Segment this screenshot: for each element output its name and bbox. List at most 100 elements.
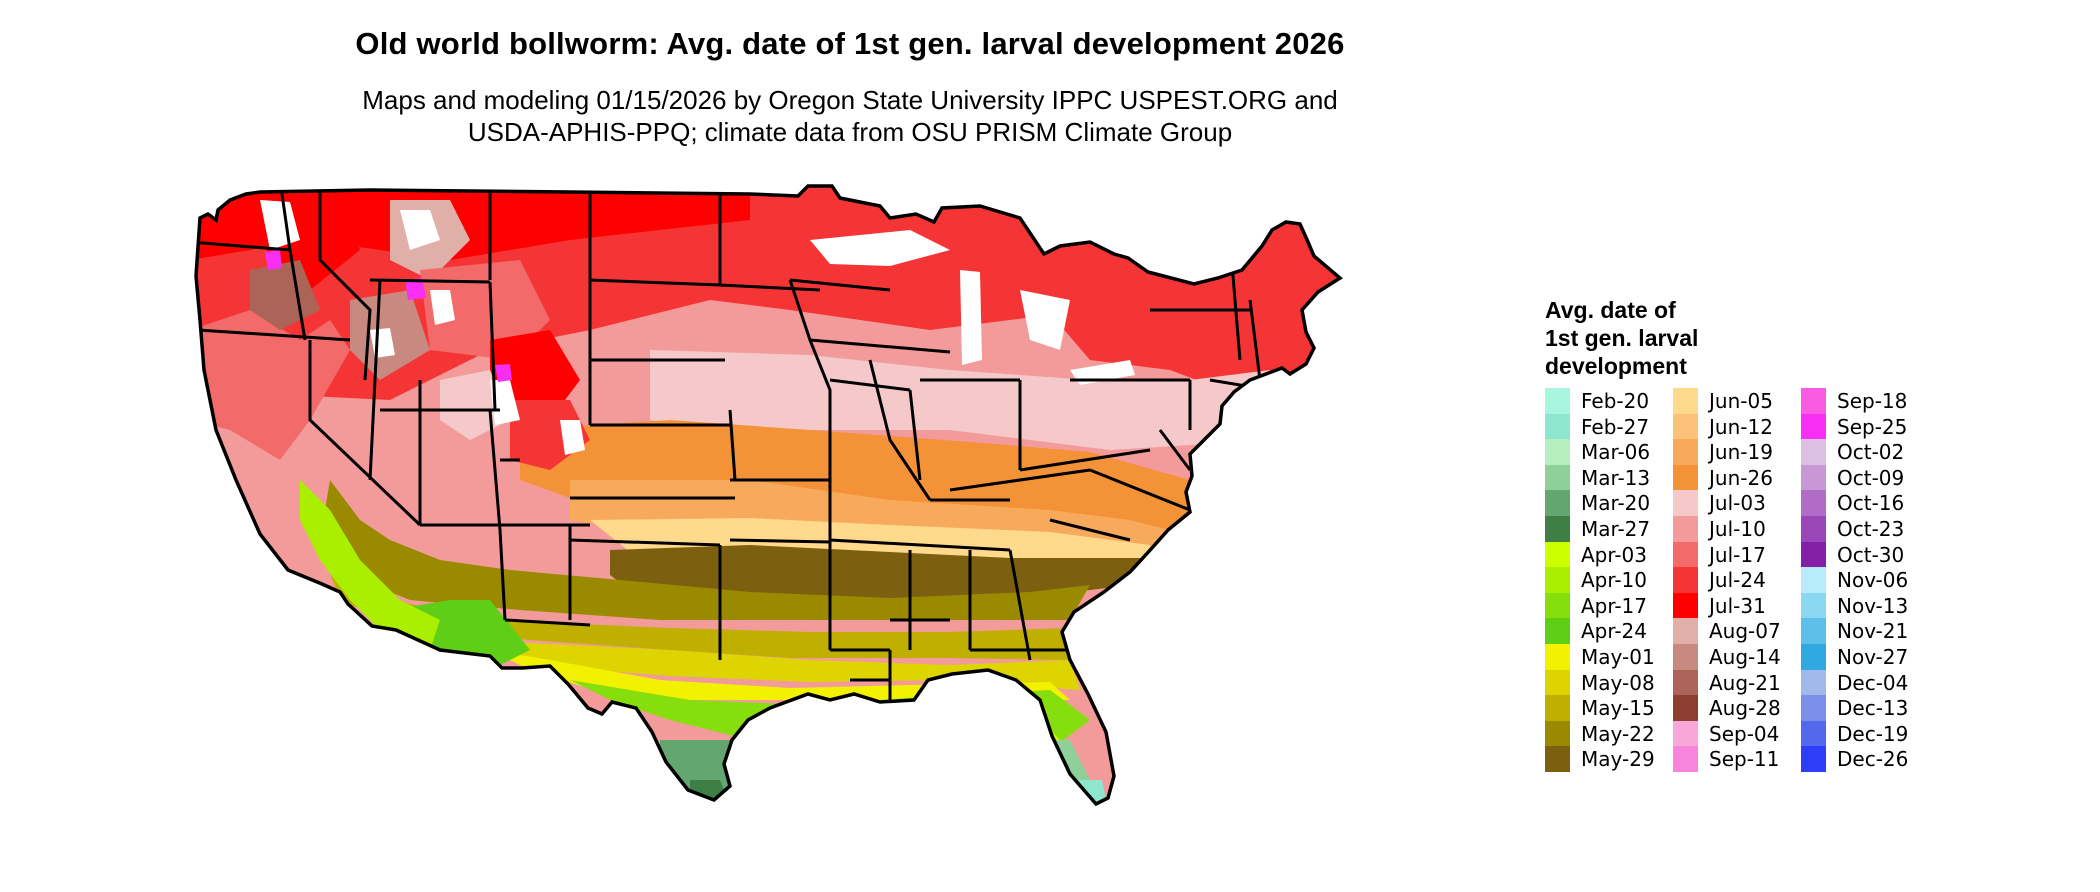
legend-label: May-15 — [1581, 696, 1655, 721]
legend-swatch — [1673, 541, 1698, 568]
legend-swatch — [1801, 644, 1826, 670]
state-boundary — [1008, 549, 1032, 661]
legend-title-line: 1st gen. larval — [1545, 325, 1699, 351]
state-boundary — [278, 186, 307, 341]
legend-swatch — [1673, 618, 1698, 644]
map-subtitle: Maps and modeling 01/15/2026 by Oregon S… — [220, 84, 1480, 148]
no-development-zone — [400, 210, 440, 250]
legend-label: Oct-16 — [1837, 491, 1905, 516]
legend-label: Dec-13 — [1837, 696, 1909, 721]
legend-swatch — [1545, 618, 1570, 644]
legend-title-line: development — [1545, 353, 1687, 379]
legend-label: Jul-03 — [1709, 491, 1766, 516]
legend-swatch — [1545, 592, 1570, 619]
us-map — [194, 184, 1342, 806]
legend-swatch — [1673, 720, 1698, 747]
state-boundary — [809, 338, 951, 354]
legend-label: Aug-28 — [1709, 696, 1781, 721]
elevation-zone — [420, 260, 550, 360]
state-boundary — [729, 538, 831, 544]
legend-swatch — [1801, 541, 1826, 568]
legend-label: Jun-26 — [1709, 465, 1773, 490]
state-boundary — [1248, 299, 1262, 381]
legend-label: Aug-07 — [1709, 619, 1781, 644]
legend-swatch — [1545, 695, 1570, 721]
legend-title: Avg. date of 1st gen. larval development — [1545, 296, 2085, 380]
legend-label: Sep-11 — [1709, 747, 1780, 772]
climate-zone — [830, 720, 1060, 740]
legend-label: Feb-27 — [1581, 414, 1650, 439]
legend-label: Apr-10 — [1581, 568, 1647, 593]
state-boundary — [868, 359, 932, 501]
legend-swatch — [1545, 567, 1570, 593]
legend-swatch — [1545, 413, 1570, 440]
lake-superior — [810, 230, 950, 266]
legend-label: Oct-02 — [1837, 440, 1905, 465]
legend-swatch — [1673, 644, 1698, 670]
legend-swatch — [1545, 720, 1570, 747]
legend-swatch — [1673, 388, 1698, 414]
state-boundary — [196, 240, 291, 252]
state-boundary — [1049, 518, 1131, 542]
legend-swatch — [1801, 592, 1826, 619]
state-boundary — [504, 618, 591, 627]
legend-swatch — [1801, 490, 1826, 516]
legend-swatch — [1801, 464, 1826, 491]
legend-swatch — [1673, 669, 1698, 696]
legend-label: Mar-06 — [1581, 440, 1651, 465]
climate-zone — [610, 545, 1150, 600]
legend-label: Sep-25 — [1837, 414, 1908, 439]
legend: Avg. date of 1st gen. larval development… — [1545, 296, 2085, 772]
state-boundary — [488, 281, 497, 411]
state-boundary — [908, 389, 922, 481]
climate-zone — [300, 480, 440, 650]
climate-zone — [470, 640, 1080, 690]
state-boundary — [719, 283, 821, 292]
legend-swatch — [1545, 644, 1570, 670]
state-boundary — [949, 468, 1091, 492]
legend-label: Mar-27 — [1581, 517, 1651, 541]
lake-huron — [1020, 290, 1070, 350]
legend-swatch — [1545, 439, 1570, 465]
legend-swatch — [1673, 413, 1698, 440]
legend-label: Jun-19 — [1709, 440, 1773, 465]
state-boundary — [1089, 468, 1191, 512]
legend-swatch — [1673, 746, 1698, 772]
legend-label: Jul-24 — [1709, 568, 1766, 593]
climate-zone — [650, 350, 1270, 450]
legend-label: Jul-10 — [1709, 517, 1766, 541]
state-boundary — [308, 340, 422, 527]
state-boundary — [829, 538, 1011, 552]
state-boundary — [829, 378, 911, 392]
legend-label: Sep-18 — [1837, 389, 1908, 413]
state-boundary — [369, 278, 491, 284]
climate-zone — [320, 480, 1090, 620]
subtitle-line: USDA-APHIS-PPQ; climate data from OSU PR… — [467, 117, 1233, 147]
legend-swatch — [1545, 464, 1570, 491]
legend-swatch — [1673, 695, 1698, 721]
state-boundary — [589, 278, 721, 287]
legend-label: Jun-05 — [1709, 389, 1773, 413]
legend-label: Mar-20 — [1581, 491, 1651, 516]
legend-swatch — [1801, 413, 1826, 440]
state-boundary — [498, 529, 507, 621]
legend-swatch — [1801, 695, 1826, 721]
legend-label: Oct-09 — [1837, 465, 1905, 490]
legend-label: Feb-20 — [1581, 389, 1650, 413]
legend-swatch — [1545, 490, 1570, 516]
state-boundary — [1019, 448, 1151, 472]
state-boundary — [788, 279, 832, 480]
legend-label: Nov-13 — [1837, 593, 1909, 618]
legend-swatch — [1801, 388, 1826, 414]
late-zone — [495, 364, 512, 382]
legend-label: Jul-17 — [1709, 542, 1766, 567]
legend-swatch — [1801, 439, 1826, 465]
legend-swatch — [1673, 516, 1698, 542]
legend-label: Jul-31 — [1709, 593, 1766, 618]
no-development-zone — [560, 420, 585, 455]
legend-swatch — [1801, 618, 1826, 644]
late-zone — [405, 278, 426, 300]
state-boundary — [728, 409, 737, 481]
state-boundary — [318, 186, 372, 381]
no-development-zone — [490, 380, 520, 425]
